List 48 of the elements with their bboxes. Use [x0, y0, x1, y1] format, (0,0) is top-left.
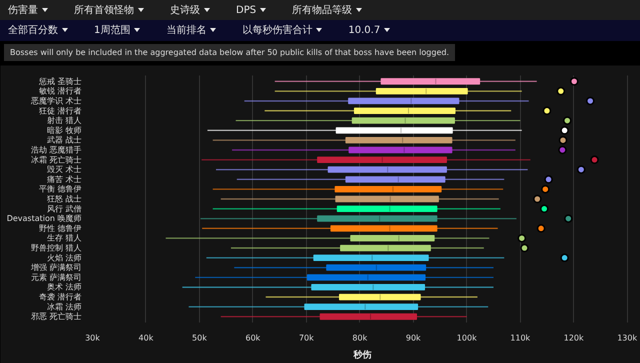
- y-tick-label: 惩戒 圣骑士: [38, 76, 82, 86]
- text: 所有首领怪物: [74, 5, 135, 16]
- y-tick-label: 元素 萨满祭司: [30, 272, 82, 282]
- y-tick-label: 狂怒 战士: [46, 194, 82, 204]
- y-tick-label: 浩劫 恶魔猎手: [30, 145, 82, 154]
- y-tick-label: 增强 萨满祭司: [30, 263, 82, 272]
- x-tick-label: 90k: [406, 334, 422, 342]
- y-tick-label: 武器 战士: [46, 136, 82, 145]
- text: 1周范围: [94, 25, 132, 36]
- x-tick-label: 40k: [138, 334, 154, 342]
- text: 伤害量: [8, 5, 39, 16]
- text: 所有物品等级: [292, 5, 354, 16]
- y-tick-label: 平衡 德鲁伊: [38, 184, 82, 194]
- y-tick-label: 风行 武僧: [46, 204, 82, 214]
- x-tick-label: 50k: [192, 334, 208, 342]
- x-tick-label: 130k: [617, 334, 638, 342]
- text: 以每秒伤害合计: [242, 25, 314, 36]
- y-tick-label: 痛苦 术士: [46, 174, 82, 184]
- x-tick-label: 70k: [298, 334, 314, 342]
- x-tick-label: 30k: [85, 334, 100, 342]
- y-tick-label: 火焰 法师: [46, 253, 82, 262]
- text: 当前排名: [166, 25, 208, 36]
- x-tick-label: 60k: [245, 334, 261, 342]
- y-tick-label: 冰霜 法师: [46, 302, 82, 312]
- text: 史诗级: [170, 5, 201, 16]
- y-tick-label: 野性 德鲁伊: [38, 224, 82, 233]
- y-tick-label: 狂徒 潜行者: [38, 106, 82, 116]
- y-tick-label: 敏锐 潜行者: [38, 86, 82, 96]
- y-tick-label: 野兽控制 猎人: [30, 244, 82, 253]
- x-tick-label: 120k: [564, 334, 584, 342]
- text: 10.0.7: [348, 25, 382, 36]
- y-tick-label: 奇袭 潜行者: [38, 292, 82, 302]
- y-tick-label: 冰霜 死亡骑士: [30, 155, 82, 164]
- x-tick-label: 110k: [510, 334, 531, 342]
- y-tick-label: 生存 猎人: [46, 234, 82, 243]
- y-tick-label: 恶魔学识 术士: [30, 96, 82, 106]
- x-tick-label: 80k: [352, 334, 368, 342]
- text: DPS: [236, 5, 258, 16]
- y-tick-label: 毁灭 术士: [46, 165, 82, 174]
- text: Bosses will only be included in the aggregated data below after 50 public kills of that boss have been logged.: [4, 44, 455, 62]
- y-tick-label: 暗影 牧师: [46, 126, 82, 135]
- y-tick-label: Devastation 唤魔师: [6, 214, 82, 224]
- y-tick-label: 邪恶 死亡骑士: [30, 312, 82, 322]
- text: 全部百分数: [8, 25, 59, 36]
- x-tick-label: 100k: [456, 334, 478, 342]
- y-tick-label: 奥术 法师: [46, 282, 82, 292]
- y-tick-label: 射击 猎人: [46, 116, 82, 126]
- x-axis-title: 秒伤: [352, 350, 372, 360]
